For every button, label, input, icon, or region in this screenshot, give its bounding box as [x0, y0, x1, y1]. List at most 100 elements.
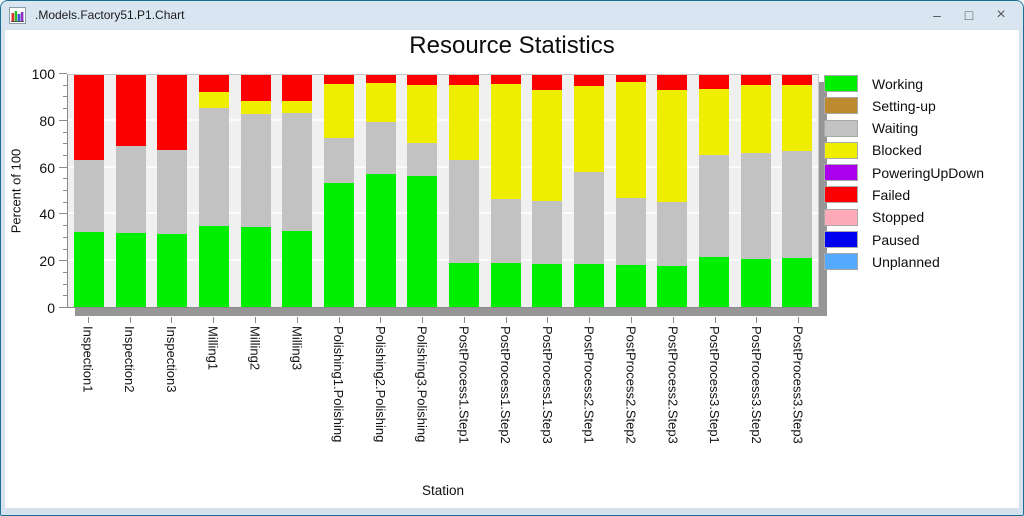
- stacked-bar: [240, 75, 271, 307]
- y-tick-label: 80: [39, 112, 55, 129]
- bar-segment: [73, 160, 104, 232]
- title-bar[interactable]: .Models.Factory51.P1.Chart – □ ×: [1, 1, 1023, 29]
- x-tick: [87, 317, 89, 323]
- x-tick: [714, 317, 716, 323]
- x-category-label: PostProcess1.Step2: [498, 326, 514, 444]
- legend-row: Stopped: [824, 208, 984, 226]
- bar-segment: [157, 234, 188, 307]
- x-tick: [505, 317, 507, 323]
- legend-swatch: [824, 119, 858, 137]
- x-category-label: PostProcess1.Step1: [456, 326, 472, 444]
- y-grid-line: [68, 165, 818, 168]
- bar-segment: [240, 113, 271, 227]
- bar-segment: [657, 75, 688, 90]
- x-tick: [672, 317, 674, 323]
- stacked-bar: [448, 75, 479, 307]
- y-minor-tick: [63, 178, 67, 180]
- legend-row: Waiting: [824, 119, 984, 137]
- bar-segment: [740, 75, 771, 86]
- x-tick: [380, 317, 382, 323]
- x-tick: [547, 317, 549, 323]
- y-grid-line: [68, 119, 818, 122]
- y-minor-tick: [63, 248, 67, 250]
- bar-segment: [615, 197, 646, 266]
- y-minor-tick: [63, 131, 67, 133]
- bar-segment: [573, 171, 604, 264]
- bar-segment: [490, 75, 521, 85]
- x-category-label: Milling3: [289, 326, 305, 371]
- legend-swatch: [824, 253, 858, 271]
- y-major-tick: [59, 119, 67, 121]
- chart-title: Resource Statistics: [409, 32, 615, 59]
- stacked-bar: [657, 75, 688, 307]
- legend-label: Unplanned: [872, 253, 940, 270]
- bar-segment: [448, 85, 479, 161]
- legend-row: Setting-up: [824, 97, 984, 115]
- y-minor-tick: [63, 143, 67, 145]
- bar-segment: [532, 200, 563, 264]
- stacked-bar: [407, 75, 438, 307]
- bar-segment: [115, 232, 146, 307]
- bar-segment: [782, 258, 813, 307]
- bar-segment: [157, 149, 188, 235]
- stacked-bar: [198, 75, 229, 307]
- x-tick: [129, 317, 131, 323]
- bar-segment: [407, 75, 438, 85]
- legend-label: Working: [872, 75, 924, 92]
- bar-segment: [365, 75, 396, 84]
- y-major-tick: [59, 307, 67, 308]
- x-tick: [213, 317, 215, 323]
- x-tick: [463, 317, 465, 323]
- legend-swatch: [824, 75, 858, 92]
- minimize-button[interactable]: –: [921, 1, 953, 29]
- legend: Working Setting-up Waiting Blocked PoweringU…: [824, 75, 984, 276]
- stacked-bar: [782, 75, 813, 307]
- bar-segment: [490, 198, 521, 263]
- y-minor-tick: [63, 190, 67, 191]
- stacked-bar: [573, 75, 604, 307]
- y-tick-label: 40: [39, 206, 55, 223]
- x-category-label: PostProcess3.Step2: [748, 326, 764, 444]
- bar-segment: [657, 202, 688, 266]
- legend-row: Failed: [824, 186, 984, 204]
- x-tick: [798, 317, 800, 323]
- x-category-label: PostProcess2.Step1: [581, 326, 597, 444]
- bar-segment: [407, 84, 438, 144]
- y-grid-line: [68, 212, 818, 215]
- plot-wrapper: Percent of 100 0 20 40 60 80 100 Inspection1 I…: [9, 67, 819, 498]
- y-minor-tick: [63, 283, 67, 285]
- maximize-button[interactable]: □: [953, 1, 985, 29]
- bar-segment: [282, 112, 313, 231]
- legend-label: PoweringUpDown: [872, 164, 985, 181]
- y-tick-label: 60: [39, 159, 55, 176]
- x-tick: [422, 317, 424, 323]
- x-category-label: Milling2: [247, 326, 263, 371]
- bar-segment: [532, 89, 563, 201]
- bar-segment: [615, 265, 646, 307]
- close-button[interactable]: ×: [985, 1, 1017, 29]
- y-minor-tick: [63, 225, 67, 227]
- bar-segment: [407, 175, 438, 307]
- stacked-bar: [698, 75, 729, 307]
- legend-swatch: [824, 164, 858, 182]
- legend-row: Blocked: [824, 141, 984, 159]
- bar-segment: [573, 85, 604, 172]
- bar-segment: [740, 258, 771, 307]
- legend-label: Paused: [872, 231, 920, 248]
- bar-segment: [365, 83, 396, 122]
- bar-segment: [573, 75, 604, 86]
- bar-segment: [698, 257, 729, 307]
- y-minor-tick: [63, 201, 67, 203]
- window-controls: – □ ×: [921, 1, 1017, 29]
- y-minor-tick: [63, 295, 67, 297]
- legend-swatch: [824, 141, 858, 159]
- bar-segment: [365, 173, 396, 307]
- stacked-bar: [615, 75, 646, 307]
- bar-segment: [282, 75, 313, 102]
- legend-label: Blocked: [872, 142, 922, 159]
- bar-segment: [740, 153, 771, 259]
- x-category-label: Inspection3: [163, 326, 179, 393]
- legend-row: Unplanned: [824, 253, 984, 271]
- bar-segment: [615, 82, 646, 198]
- x-category-label: Inspection2: [122, 326, 138, 393]
